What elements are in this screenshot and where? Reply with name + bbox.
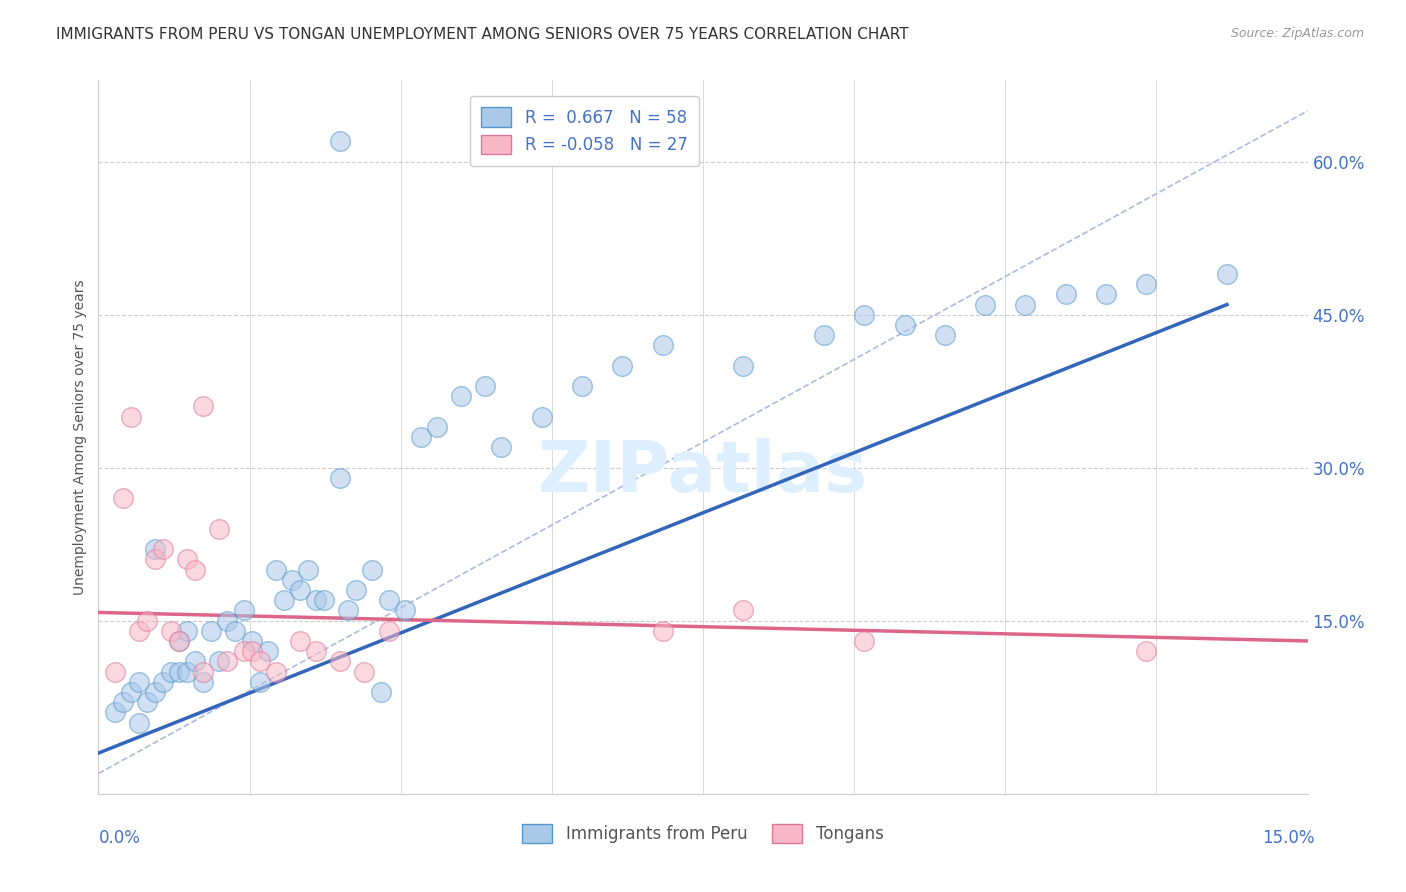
Point (128, 674, 150, 689)
Point (135, 614, 157, 628)
Point (143, 542, 166, 557)
Point (288, 582, 311, 597)
Point (1135, 644, 1157, 658)
Point (103, 706, 125, 720)
Point (329, 471, 352, 485)
Point (143, 685, 166, 699)
Point (128, 624, 150, 638)
Point (184, 654, 207, 668)
Point (329, 654, 352, 668)
Point (176, 665, 198, 679)
Point (394, 603, 416, 617)
Point (193, 674, 215, 689)
Point (160, 665, 183, 679)
Point (409, 430, 432, 444)
Point (450, 389, 472, 403)
Point (152, 674, 174, 689)
Point (1216, 267, 1239, 281)
Point (249, 674, 271, 689)
Point (1135, 277, 1157, 292)
Point (135, 695, 157, 709)
Point (813, 328, 835, 343)
Point (120, 685, 142, 699)
Point (111, 491, 134, 506)
Point (893, 318, 915, 332)
Point (651, 624, 673, 638)
Point (103, 665, 125, 679)
Point (232, 603, 254, 617)
Text: IMMIGRANTS FROM PERU VS TONGAN UNEMPLOYMENT AMONG SENIORS OVER 75 YEARS CORRELAT: IMMIGRANTS FROM PERU VS TONGAN UNEMPLOYM… (56, 27, 908, 42)
Point (160, 624, 183, 638)
Point (426, 420, 449, 434)
Point (974, 297, 997, 311)
Point (176, 552, 198, 566)
Point (120, 409, 142, 424)
Point (353, 665, 375, 679)
Legend: Immigrants from Peru, Tongans: Immigrants from Peru, Tongans (516, 817, 890, 850)
Point (217, 614, 239, 628)
Point (305, 593, 328, 607)
Point (314, 593, 336, 607)
Point (167, 634, 190, 648)
Point (111, 695, 134, 709)
Point (167, 634, 190, 648)
Point (491, 440, 513, 454)
Y-axis label: Unemployment Among Seniors over 75 years: Unemployment Among Seniors over 75 years (73, 279, 87, 595)
Text: 15.0%: 15.0% (1263, 829, 1315, 847)
Point (530, 409, 553, 424)
Point (329, 135, 352, 149)
Point (240, 634, 263, 648)
Point (337, 603, 360, 617)
Point (193, 400, 215, 414)
Point (128, 715, 150, 730)
Point (370, 685, 392, 699)
Point (217, 654, 239, 668)
Point (853, 634, 876, 648)
Point (232, 644, 254, 658)
Point (361, 563, 384, 577)
Point (474, 379, 496, 393)
Point (651, 338, 673, 352)
Text: ZIPatlas: ZIPatlas (538, 438, 868, 508)
Point (612, 359, 634, 373)
Point (264, 563, 287, 577)
Point (193, 665, 215, 679)
Point (733, 359, 755, 373)
Point (1095, 287, 1118, 301)
Point (281, 573, 304, 587)
Point (184, 563, 207, 577)
Point (143, 552, 166, 566)
Point (297, 563, 319, 577)
Point (256, 644, 278, 658)
Point (1014, 297, 1036, 311)
Point (208, 522, 231, 536)
Point (176, 624, 198, 638)
Point (934, 328, 956, 343)
Point (305, 644, 328, 658)
Point (240, 644, 263, 658)
Point (167, 665, 190, 679)
Point (264, 665, 287, 679)
Point (1054, 287, 1077, 301)
Point (377, 593, 399, 607)
Point (224, 624, 246, 638)
Text: 0.0%: 0.0% (98, 829, 141, 847)
Point (249, 654, 271, 668)
Point (273, 593, 295, 607)
Point (288, 634, 311, 648)
Text: Source: ZipAtlas.com: Source: ZipAtlas.com (1230, 27, 1364, 40)
Point (200, 624, 222, 638)
Point (733, 603, 755, 617)
Point (571, 379, 593, 393)
Point (344, 582, 367, 597)
Point (208, 654, 231, 668)
Point (853, 308, 876, 322)
Point (152, 542, 174, 557)
Point (377, 624, 399, 638)
